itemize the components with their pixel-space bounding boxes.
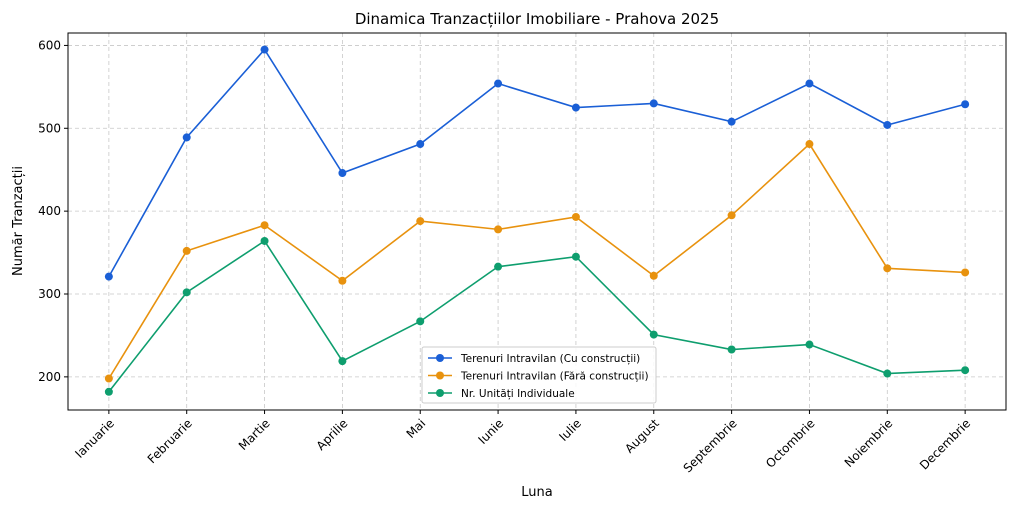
legend: Terenuri Intravilan (Cu construcții) Tere…	[421, 346, 657, 404]
series-line	[108, 239, 966, 393]
x-tick-label: Februarie	[145, 416, 195, 466]
data-point	[805, 140, 814, 149]
legend-marker	[436, 354, 444, 362]
x-tick-label: Ianuarie	[72, 416, 117, 461]
series-line	[108, 48, 966, 277]
x-axis-label: Luna	[521, 485, 552, 500]
data-point	[104, 374, 113, 383]
plot-area-frame	[67, 32, 1007, 411]
x-tick-label: Septembrie	[681, 416, 740, 475]
x-tick-label: August	[622, 416, 662, 456]
x-tick-label: Octombrie	[763, 416, 817, 470]
data-point	[961, 100, 970, 109]
data-point	[416, 217, 425, 226]
legend-marker	[436, 371, 444, 380]
y-tick-label: 600	[38, 38, 61, 52]
legend-marker	[436, 389, 444, 397]
x-tick-label: Martie	[236, 416, 273, 453]
data-point	[182, 246, 191, 255]
data-point	[571, 212, 580, 221]
data-point	[494, 79, 503, 88]
legend-box	[421, 346, 657, 404]
legend-label: Terenuri Intravilan (Fără construcții)	[460, 371, 649, 383]
legend-label: Nr. Unități Individuale	[461, 388, 575, 400]
y-tick-label: 300	[38, 287, 61, 301]
x-tick-label: Iunie	[475, 416, 506, 447]
data-point	[649, 271, 658, 280]
data-point	[727, 211, 736, 220]
data-point	[727, 117, 736, 126]
y-tick-label: 400	[38, 204, 61, 218]
legend-label: Terenuri Intravilan (Cu construcții)	[460, 353, 640, 365]
data-point	[961, 268, 970, 277]
data-point	[260, 45, 269, 54]
y-axis-label: Număr Tranzacții	[11, 166, 26, 276]
data-point	[338, 169, 347, 178]
x-tick-label: Iulie	[556, 416, 584, 444]
data-point	[260, 221, 269, 230]
data-point	[571, 252, 580, 261]
series-line	[108, 142, 966, 379]
x-tick-label: Noiembrie	[842, 416, 896, 470]
y-tick-label: 500	[38, 121, 61, 135]
data-point	[260, 236, 269, 245]
data-point	[338, 357, 347, 366]
data-point	[494, 225, 503, 234]
data-point	[571, 103, 580, 112]
data-point	[104, 272, 113, 281]
data-point	[649, 99, 658, 108]
x-tick-label: Mai	[404, 416, 429, 441]
data-point	[649, 330, 658, 339]
data-point	[104, 387, 113, 396]
data-point	[182, 133, 191, 142]
data-point	[805, 79, 814, 88]
y-tick-label: 200	[38, 370, 61, 384]
data-point	[883, 369, 892, 378]
data-point	[805, 340, 814, 349]
data-point	[883, 120, 892, 129]
x-tick-label: Aprilie	[314, 416, 351, 453]
data-point	[416, 140, 425, 149]
data-point	[338, 276, 347, 285]
data-point	[182, 288, 191, 297]
data-point	[727, 345, 736, 354]
data-point	[961, 366, 970, 375]
series-group	[104, 45, 970, 396]
x-tick-label: Decembrie	[917, 416, 973, 472]
data-point	[416, 317, 425, 326]
data-point	[494, 262, 503, 271]
data-point	[883, 264, 892, 273]
chart-title: Dinamica Tranzacțiilor Imobiliare - Prah…	[355, 10, 719, 28]
